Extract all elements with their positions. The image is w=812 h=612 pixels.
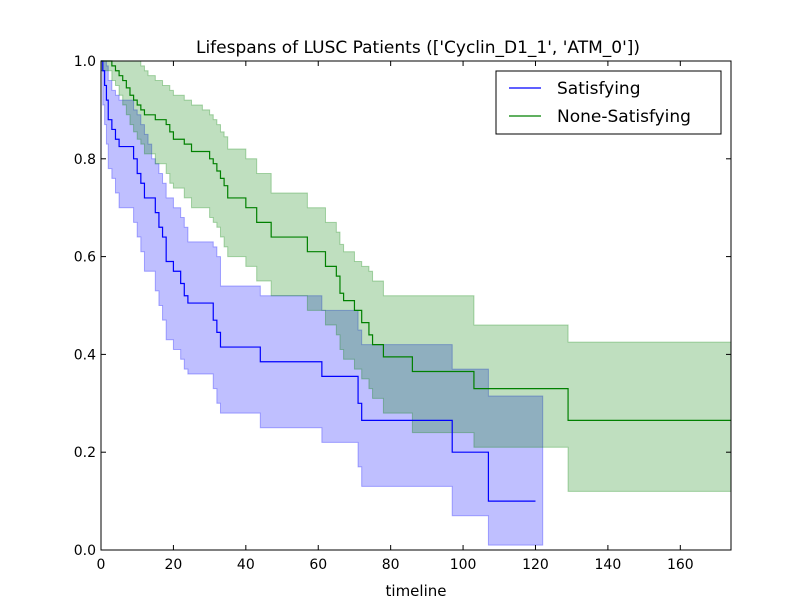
plot-frame (100, 60, 732, 551)
legend: Satisfying None-Satisfying (495, 70, 722, 135)
x-tick-label: 80 (382, 557, 400, 573)
x-tick-label: 0 (97, 557, 106, 573)
y-axis-ticks: 0.0 0.2 0.4 0.6 0.8 1.0 (74, 54, 731, 559)
legend-label-0: Satisfying (557, 79, 641, 99)
y-tick-label: 0.6 (74, 250, 96, 266)
confidence-band-1 (100, 60, 732, 492)
y-tick-label: 0.8 (74, 152, 96, 168)
x-tick-label: 140 (595, 557, 622, 573)
x-axis-label: timeline (386, 582, 447, 600)
survival-curves (101, 60, 731, 502)
x-tick-label: 60 (309, 557, 327, 573)
y-tick-label: 1.0 (74, 54, 96, 70)
confidence-band-0 (100, 60, 544, 546)
x-tick-label: 160 (667, 557, 694, 573)
x-tick-label: 120 (522, 557, 549, 573)
x-tick-label: 100 (450, 557, 477, 573)
x-tick-label: 40 (237, 557, 255, 573)
x-axis-ticks: 0 20 40 60 80 100 120 140 160 (97, 61, 694, 573)
survival-line-1 (101, 60, 731, 422)
y-tick-label: 0.0 (74, 543, 96, 559)
survival-line-0 (101, 60, 536, 502)
legend-box (495, 70, 722, 135)
legend-label-1: None-Satisfying (557, 107, 691, 127)
confidence-bands (100, 60, 732, 546)
chart-title: Lifespans of LUSC Patients (['Cyclin_D1_… (196, 38, 640, 58)
x-tick-label: 20 (164, 557, 182, 573)
y-tick-label: 0.2 (74, 445, 96, 461)
y-tick-label: 0.4 (74, 347, 96, 363)
